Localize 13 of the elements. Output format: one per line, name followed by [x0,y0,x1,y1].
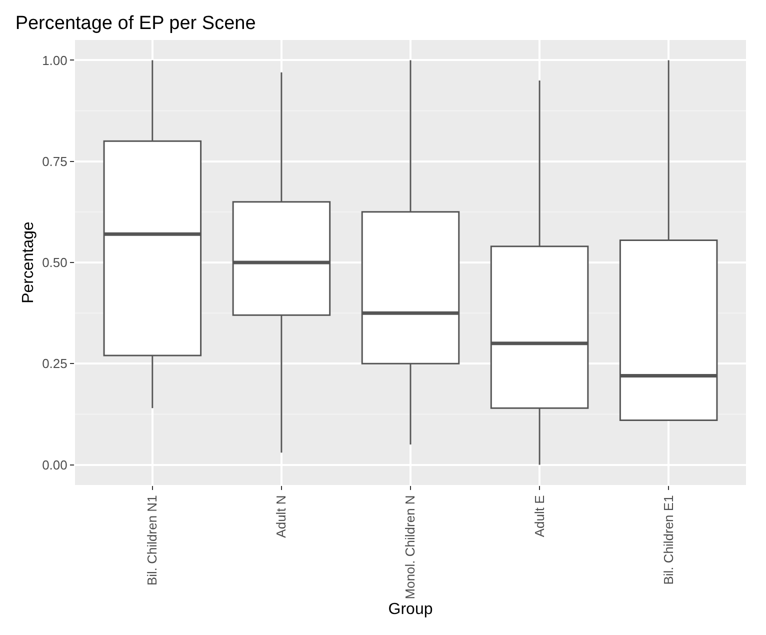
y-tick-label: 0.25 [42,356,68,372]
chart-title: Percentage of EP per Scene [15,13,256,34]
y-axis-title: Percentage [20,221,37,304]
y-tick-label: 1.00 [42,52,68,68]
x-axis-title: Group [388,601,433,618]
y-tick-label: 0.00 [42,457,68,472]
x-tick-label: Bil. Children N1 [144,495,160,586]
y-tick-label: 0.50 [42,255,68,270]
x-tick-label: Adult N [274,495,289,538]
x-tick-label: Bil. Children E1 [660,495,676,585]
x-tick-label: Monol. Children N [402,495,418,600]
y-tick-label: 0.75 [42,154,68,169]
x-tick-label: Adult E [532,494,547,538]
